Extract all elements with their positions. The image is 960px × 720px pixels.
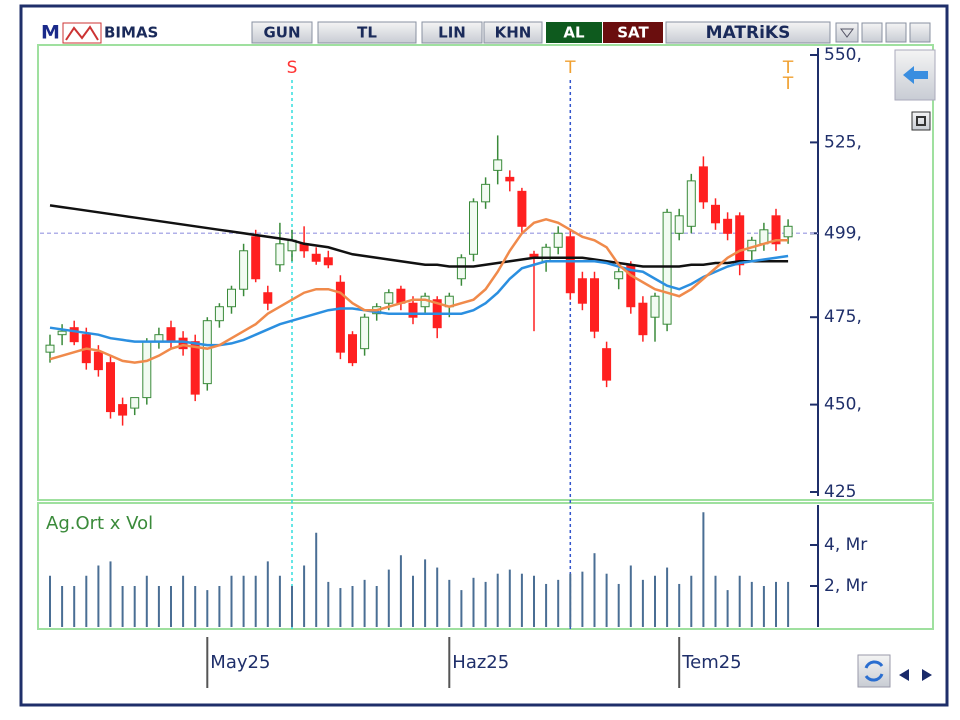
candle-body	[638, 302, 648, 336]
candle-body	[541, 246, 551, 262]
candle-body	[106, 362, 115, 413]
signal-label: T	[782, 74, 794, 94]
back-arrow	[903, 66, 928, 84]
candle-body	[69, 327, 79, 343]
candle-body	[674, 215, 684, 234]
candle-body	[456, 257, 466, 280]
candle-body	[335, 281, 345, 353]
toolbar-button-label[interactable]: KHN	[495, 24, 532, 42]
close-button[interactable]	[909, 22, 931, 43]
y-tick-label: 525,	[824, 132, 862, 152]
scroll-arrows[interactable]	[899, 669, 932, 681]
logo: M	[41, 22, 60, 44]
price-panel	[37, 44, 934, 501]
toolbar-button[interactable]	[483, 21, 543, 44]
brand[interactable]: MATRiKS	[706, 23, 791, 43]
candle-body	[650, 295, 660, 318]
sell-label[interactable]: SAT	[617, 24, 649, 42]
candle-body	[251, 236, 261, 280]
candle-body	[227, 288, 236, 308]
y-tick-label: 550,	[824, 45, 862, 65]
candle-body	[130, 397, 140, 409]
minimize-button[interactable]	[861, 22, 883, 43]
signal-label: T	[564, 58, 576, 78]
candle-body	[783, 225, 793, 238]
candle-body	[348, 334, 357, 364]
menu-icon	[840, 28, 854, 38]
y-tick-label: 425	[824, 482, 856, 502]
candle-body	[57, 330, 67, 336]
panel-button[interactable]	[911, 111, 931, 131]
candle-body	[481, 183, 491, 203]
candle-body	[723, 218, 733, 234]
candle-body	[602, 348, 612, 381]
candle-body	[360, 316, 370, 350]
moving-average	[49, 204, 789, 268]
candle-body	[311, 253, 321, 262]
candle-body	[275, 243, 285, 266]
volume-title: Ag.Ort x Vol	[46, 513, 153, 534]
candle-body	[711, 204, 720, 224]
candle-body	[662, 211, 672, 325]
candle-body	[771, 215, 781, 245]
toolbar-button[interactable]	[421, 21, 483, 44]
candle-body	[565, 236, 575, 294]
refresh-icon	[864, 660, 884, 682]
y-tick-label: 2, Mr	[824, 576, 867, 596]
toolbar-button-label[interactable]: GUN	[263, 24, 300, 42]
candle-body	[698, 166, 708, 203]
candle-body	[93, 351, 103, 371]
candle-body	[45, 344, 55, 353]
candle-body	[118, 404, 128, 416]
candle-body	[202, 320, 212, 385]
moving-average	[49, 218, 789, 364]
toolbar-button[interactable]	[251, 21, 313, 44]
candle-body	[263, 292, 273, 304]
candle-body	[190, 341, 200, 395]
candle-body	[142, 341, 152, 399]
moving-average	[49, 254, 789, 347]
x-tick-label: May25	[210, 652, 270, 673]
candle-body	[505, 176, 515, 182]
y-tick-label: 450,	[824, 395, 862, 415]
brand-button[interactable]	[665, 21, 831, 44]
candle-body	[517, 190, 527, 227]
y-tick-label: 499,	[824, 223, 862, 243]
logo-icon	[62, 22, 102, 44]
candle-body	[214, 306, 224, 322]
signal-label: S	[287, 58, 298, 78]
candle-body	[239, 250, 249, 290]
maximize-button[interactable]	[885, 22, 907, 43]
candle-body	[614, 271, 624, 280]
candle-body	[577, 278, 587, 304]
symbol[interactable]: BIMAS	[104, 24, 158, 42]
x-tick-label: Tem25	[681, 652, 741, 673]
candle-body	[166, 327, 176, 343]
candle-body	[735, 215, 745, 266]
refresh-button[interactable]	[857, 654, 891, 688]
buy-button[interactable]	[546, 22, 602, 43]
candle-body	[686, 180, 696, 227]
sell-button[interactable]	[603, 22, 663, 43]
toolbar-button-label[interactable]: TL	[357, 24, 377, 42]
toolbar: M BIMAS AL SAT MATRiKS GUN TL LIN KHN	[41, 21, 931, 44]
buy-label[interactable]: AL	[563, 24, 585, 42]
candle-body	[590, 278, 599, 332]
candle-body	[493, 159, 503, 171]
signal-label: T	[782, 58, 794, 78]
panel-icon	[916, 116, 926, 126]
candle-body	[323, 257, 333, 266]
candle-body	[408, 302, 418, 318]
x-tick-label: Haz25	[452, 652, 509, 673]
y-tick-label: 475,	[824, 307, 862, 327]
candle-body	[469, 201, 478, 255]
candle-body	[384, 292, 394, 304]
candle-body	[553, 232, 563, 248]
toolbar-button[interactable]	[317, 21, 417, 44]
y-tick-label: 4, Mr	[824, 535, 867, 555]
toolbar-button-label[interactable]: LIN	[438, 24, 466, 42]
logo-icon	[65, 25, 99, 41]
menu-button[interactable]	[835, 22, 859, 43]
